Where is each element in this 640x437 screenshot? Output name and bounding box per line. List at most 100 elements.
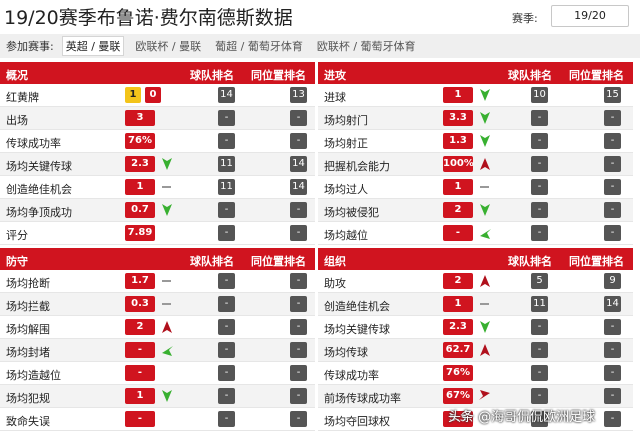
panel-title: 防守	[6, 255, 28, 268]
filter-option-uel-manutd[interactable]: 欧联杯 / 曼联	[135, 40, 202, 53]
stat-value: 1.3	[443, 133, 473, 149]
stat-name: 传球成功率	[6, 137, 61, 150]
stat-value: 3.3	[443, 110, 473, 126]
trend-flat-icon	[161, 275, 173, 287]
filter-option-liga-sporting[interactable]: 葡超 / 葡萄牙体育	[215, 40, 303, 53]
stats-panel-overview: 概况 球队排名 同位置排名 红黄牌 1 0 14 13 出场 3- - 传球成功率 76% - - 场均关键传…	[0, 62, 315, 245]
red-card-count: 0	[145, 87, 161, 103]
stat-name: 场均争顶成功	[6, 206, 72, 219]
stat-row: 场均争顶成功 0.7 - -	[0, 199, 315, 222]
stat-value: 1.7	[125, 273, 155, 289]
team-rank: -	[531, 319, 548, 335]
panel-header: 防守 球队排名 同位置排名	[0, 248, 315, 270]
stat-row: 创造绝佳机会 1 11 14	[0, 176, 315, 199]
stat-row: 进球 1 10 15	[318, 84, 633, 107]
stat-value: 76%	[443, 365, 473, 381]
stat-value: 2	[443, 202, 473, 218]
stat-row: 场均犯规 1 - -	[0, 385, 315, 408]
trend-up-icon	[479, 158, 491, 170]
position-rank: 13	[290, 87, 307, 103]
stat-row: 场均关键传球 2.3 - -	[318, 316, 633, 339]
team-rank: 10	[531, 87, 548, 103]
panel-title: 概况	[6, 69, 28, 82]
stat-row: 把握机会能力 100% - -	[318, 153, 633, 176]
team-rank: -	[218, 342, 235, 358]
stat-value: 1	[443, 179, 473, 195]
position-rank: -	[290, 388, 307, 404]
trend-down-icon	[479, 135, 491, 147]
stat-row: 场均拦截 0.3 - -	[0, 293, 315, 316]
trend-down-icon	[161, 204, 173, 216]
team-rank: -	[531, 342, 548, 358]
stat-value: 0.7	[125, 202, 155, 218]
stat-value: 2.3	[125, 156, 155, 172]
team-rank: -	[218, 296, 235, 312]
stat-value: 67%	[443, 388, 473, 404]
stat-name: 进球	[324, 91, 346, 104]
position-rank: -	[604, 110, 621, 126]
stat-name: 场均传球	[324, 346, 368, 359]
stat-name: 场均关键传球	[324, 323, 390, 336]
team-rank-header: 球队排名	[190, 69, 234, 82]
stats-panel-defense: 防守 球队排名 同位置排名 场均抢断 1.7- - 场均拦截 0.3- - 场均解围 2- - 场均封堵…	[0, 248, 315, 431]
stat-value: -	[125, 365, 155, 381]
stat-name: 场均越位	[324, 229, 368, 242]
stat-name: 场均过人	[324, 183, 368, 196]
competition-filter-label: 参加赛事:	[6, 40, 54, 53]
stat-value: 0.3	[125, 296, 155, 312]
team-rank: 5	[531, 273, 548, 289]
team-rank: -	[218, 110, 235, 126]
stat-value: 2	[125, 319, 155, 335]
team-rank-header: 球队排名	[190, 255, 234, 268]
position-rank: -	[604, 133, 621, 149]
stat-row: 场均抢断 1.7 - -	[0, 270, 315, 293]
trend-down-icon	[161, 158, 173, 170]
team-rank: 11	[531, 296, 548, 312]
team-rank: -	[218, 388, 235, 404]
stat-row: 创造绝佳机会 1 11 14	[318, 293, 633, 316]
stat-value: 2	[443, 273, 473, 289]
stat-name: 场均解围	[6, 323, 50, 336]
trend-flat-icon	[161, 181, 173, 193]
stat-value: 1	[125, 179, 155, 195]
team-rank: 11	[218, 156, 235, 172]
position-rank: 14	[290, 156, 307, 172]
team-rank: -	[531, 411, 548, 427]
position-rank: 9	[604, 273, 621, 289]
position-rank: -	[290, 202, 307, 218]
position-rank: -	[290, 342, 307, 358]
stat-name: 把握机会能力	[324, 160, 390, 173]
page-header: 19/20赛季布鲁诺·费尔南德斯数据 赛季: 19/20	[0, 0, 640, 33]
position-rank: -	[604, 388, 621, 404]
position-rank: -	[290, 133, 307, 149]
trend-flat-icon	[479, 298, 491, 310]
position-rank: -	[290, 365, 307, 381]
filter-option-epl-manutd[interactable]: 英超 / 曼联	[61, 36, 125, 56]
position-rank: -	[604, 225, 621, 241]
stat-value: -	[125, 411, 155, 427]
stat-row: 助攻 2 5 9	[318, 270, 633, 293]
stat-value: 1	[443, 87, 473, 103]
season-select[interactable]: 19/20	[551, 5, 629, 27]
position-rank: -	[604, 411, 621, 427]
stat-row: 场均射正 1.3 - -	[318, 130, 633, 153]
position-rank-header: 同位置排名	[251, 255, 306, 268]
yellow-card-count: 1	[125, 87, 141, 103]
team-rank: -	[218, 319, 235, 335]
team-rank: -	[531, 225, 548, 241]
team-rank: 11	[218, 179, 235, 195]
team-rank-header: 球队排名	[508, 255, 552, 268]
team-rank: -	[531, 133, 548, 149]
trend-down-left-icon	[479, 227, 491, 239]
stats-panel-organize: 组织 球队排名 同位置排名 助攻 2 5 9 创造绝佳机会 1 11 14 场均关键传球 2.3- - 场均…	[318, 248, 633, 431]
team-rank: -	[218, 202, 235, 218]
stat-row: 场均越位 - - -	[318, 222, 633, 245]
team-rank: 14	[218, 87, 235, 103]
position-rank: -	[290, 319, 307, 335]
stats-panel-attack: 进攻 球队排名 同位置排名 进球 1 10 15 场均射门 3.3- - 场均射正 1.3- - 把握机会…	[318, 62, 633, 245]
stat-name: 助攻	[324, 277, 346, 290]
filter-option-uel-sporting[interactable]: 欧联杯 / 葡萄牙体育	[316, 40, 416, 53]
panel-header: 概况 球队排名 同位置排名	[0, 62, 315, 84]
stat-value: 3	[125, 110, 155, 126]
position-rank: -	[604, 342, 621, 358]
